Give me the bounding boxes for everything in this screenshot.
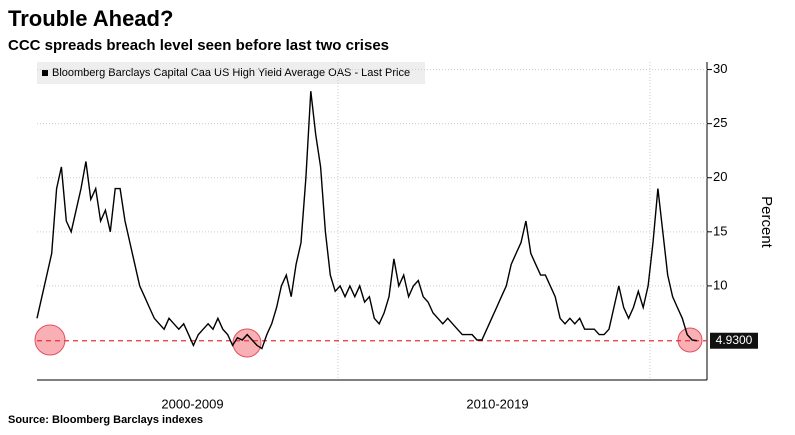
legend-label: Bloomberg Barclays Capital Caa US High Y… <box>52 67 410 79</box>
y-tick-label: 15 <box>713 223 727 238</box>
y-tick-label: 25 <box>713 115 727 130</box>
y-tick-label: 20 <box>713 169 727 184</box>
highlight-circle <box>677 327 703 353</box>
y-tick-label: 30 <box>713 61 727 76</box>
legend-swatch <box>42 70 48 76</box>
legend-box <box>37 62 425 84</box>
y-axis-label: Percent <box>758 196 775 249</box>
x-tick-label: 2000-2009 <box>161 396 223 411</box>
y-tick-label: 10 <box>713 277 727 292</box>
source: Source: Bloomberg Barclays indexes <box>8 414 203 426</box>
chart-subtitle: CCC spreads breach level seen before las… <box>8 37 389 54</box>
highlight-circle <box>34 324 66 356</box>
last-value-box <box>710 332 758 349</box>
highlight-circle <box>232 328 262 358</box>
last-value-label: 4.9300 <box>716 333 753 347</box>
chart-title: Trouble Ahead? <box>8 6 173 31</box>
x-tick-label: 2010-2019 <box>466 396 528 411</box>
data-line <box>36 91 698 350</box>
